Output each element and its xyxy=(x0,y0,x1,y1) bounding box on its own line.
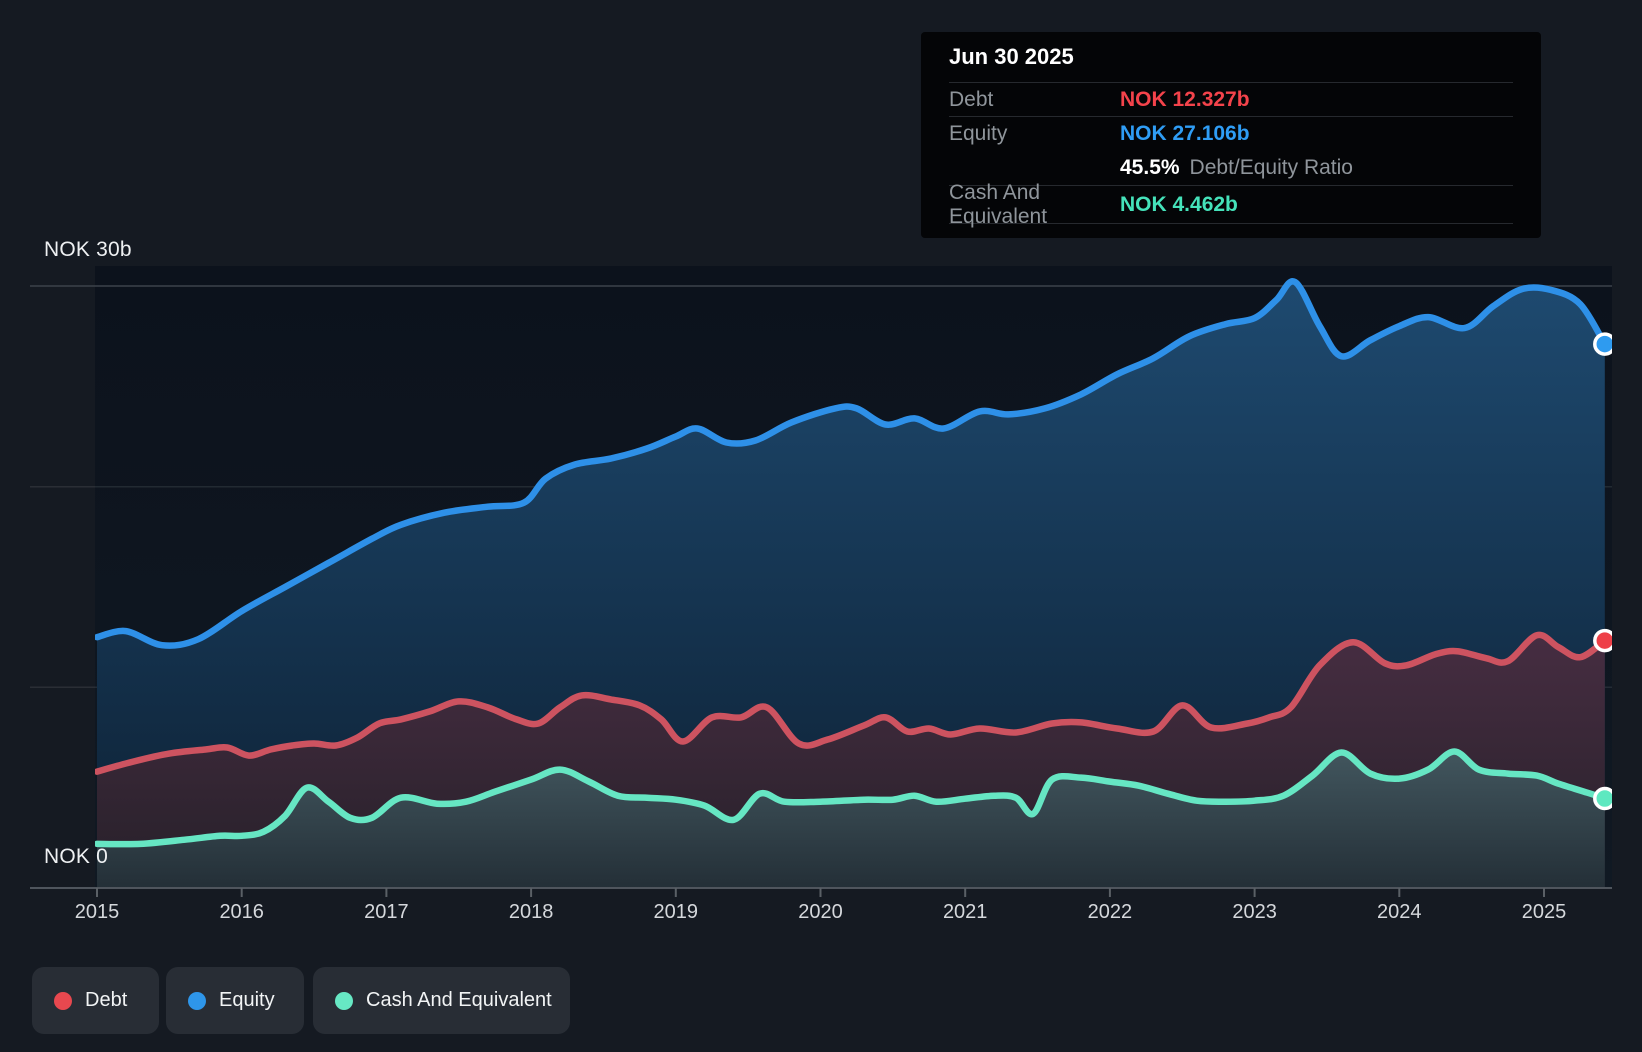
tooltip-ratio-value: 45.5% xyxy=(1120,155,1180,179)
legend-button-cash[interactable]: Cash And Equivalent xyxy=(313,967,570,1034)
x-axis-label: 2025 xyxy=(1522,901,1567,923)
tooltip-date: Jun 30 2025 xyxy=(949,32,1513,83)
tooltip-row-equity: Equity NOK 27.106b xyxy=(949,117,1513,150)
cash-and-equivalent-area xyxy=(97,751,1605,888)
x-axis-label: 2020 xyxy=(798,901,843,923)
cash-and-equivalent-end-marker xyxy=(1593,786,1612,811)
x-axis-label: 2022 xyxy=(1088,901,1133,923)
legend-button-debt[interactable]: Debt xyxy=(32,967,159,1034)
x-axis-label: 2019 xyxy=(654,901,699,923)
tooltip-row-cash: Cash And Equivalent NOK 4.462b xyxy=(949,181,1513,228)
legend-cash-label: Cash And Equivalent xyxy=(366,989,552,1011)
debt-line xyxy=(95,631,1609,775)
x-axis-label: 2023 xyxy=(1232,901,1277,923)
tooltip-ratio-label: Debt/Equity Ratio xyxy=(1189,155,1353,179)
tooltip-debt-value: NOK 12.327b xyxy=(1120,87,1250,111)
tooltip-cash-label: Cash And Equivalent xyxy=(949,180,1048,228)
tooltip-debt-label: Debt xyxy=(949,87,994,111)
debt-end-marker xyxy=(1593,628,1612,653)
plot-series xyxy=(95,278,1612,888)
equity-end-marker xyxy=(1593,332,1612,356)
x-axis-label: 2021 xyxy=(943,901,988,923)
x-axis-label: 2016 xyxy=(219,901,264,923)
y-axis-label-zero: NOK 0 xyxy=(44,845,109,868)
x-axis-label: 2015 xyxy=(75,901,120,923)
tooltip-equity-value: NOK 27.106b xyxy=(1120,121,1250,145)
cash-and-equivalent-line xyxy=(95,748,1609,848)
equity-dot-icon xyxy=(188,991,206,1010)
x-axis-label: 2017 xyxy=(364,901,409,923)
tooltip-row-ratio: 45.5% Debt/Equity Ratio xyxy=(949,150,1513,186)
tooltip-row-debt: Debt NOK 12.327b xyxy=(949,83,1513,117)
chart-tooltip: Jun 30 2025 Debt NOK 12.327b Equity NOK … xyxy=(921,32,1541,238)
tooltip-equity-label: Equity xyxy=(949,121,1008,145)
chart-legend: Debt Equity Cash And Equivalent xyxy=(0,967,1642,1034)
tooltip-cash-value: NOK 4.462b xyxy=(1120,192,1238,216)
y-axis-label-top: NOK 30b xyxy=(44,238,132,261)
legend-equity-label: Equity xyxy=(219,989,275,1011)
x-axis-label: 2018 xyxy=(509,901,554,923)
x-axis-label: 2024 xyxy=(1377,901,1422,923)
equity-line xyxy=(95,278,1609,649)
cash-dot-icon xyxy=(335,991,353,1010)
legend-button-equity[interactable]: Equity xyxy=(166,967,304,1034)
debt-dot-icon xyxy=(54,991,72,1010)
legend-debt-label: Debt xyxy=(85,989,128,1011)
